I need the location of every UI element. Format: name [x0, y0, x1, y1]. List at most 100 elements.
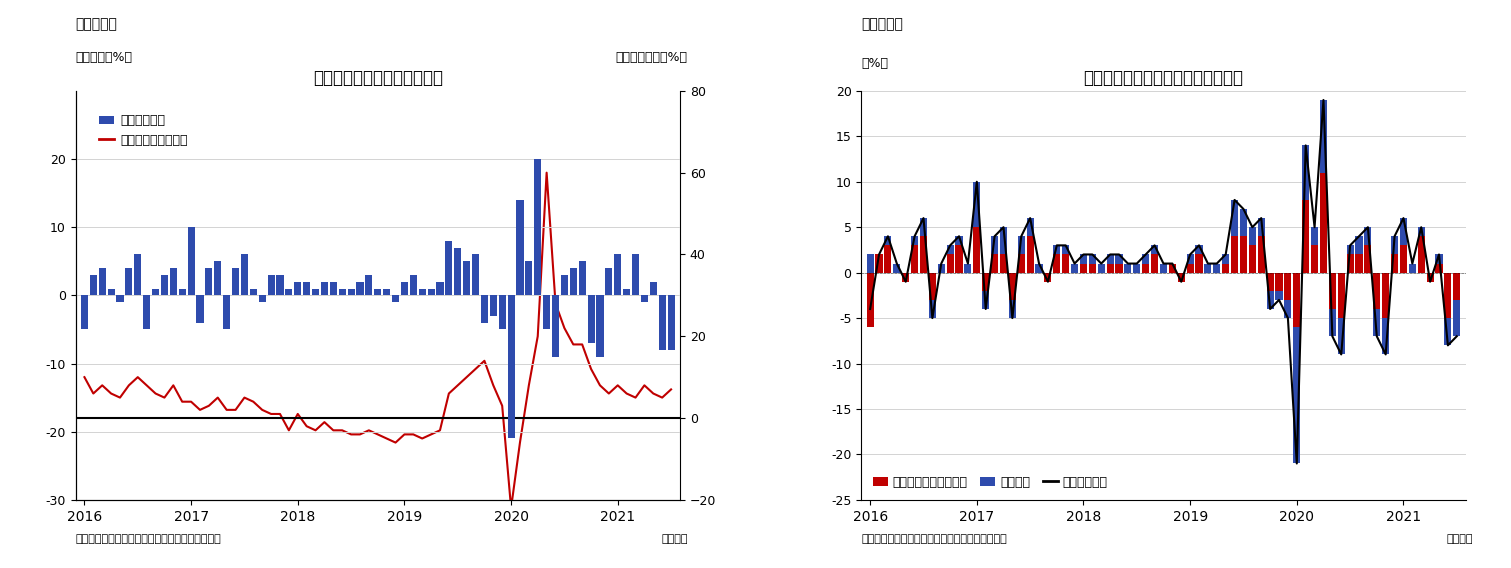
Bar [650, 282, 657, 295]
Bar [1222, 264, 1230, 273]
Bar [659, 295, 666, 350]
Bar [1337, 318, 1345, 354]
Bar [973, 227, 981, 273]
Bar [668, 295, 674, 350]
Bar [1321, 173, 1327, 273]
Bar [1195, 254, 1203, 273]
Bar [867, 273, 873, 327]
Bar [437, 282, 444, 295]
Bar [1248, 245, 1256, 273]
Bar [480, 295, 488, 323]
Bar [526, 261, 532, 295]
Text: （前月比、%）: （前月比、%） [76, 51, 133, 64]
Bar [1346, 245, 1354, 254]
Bar [1151, 245, 1157, 254]
Bar [991, 254, 999, 273]
Bar [929, 273, 935, 300]
Bar [1312, 227, 1318, 245]
Bar [964, 264, 972, 273]
Bar [490, 295, 497, 316]
Bar [311, 289, 319, 295]
Bar [1053, 254, 1061, 273]
Bar [1248, 227, 1256, 245]
Bar [875, 254, 882, 273]
Bar [1222, 254, 1230, 264]
Bar [920, 218, 928, 236]
Bar [973, 182, 981, 227]
Bar [1312, 245, 1318, 273]
Bar [884, 236, 891, 245]
Bar [1170, 264, 1176, 273]
Bar [893, 264, 901, 273]
Bar [1026, 218, 1034, 236]
Bar [1435, 254, 1443, 264]
Text: （月次）: （月次） [660, 534, 688, 544]
Bar [1151, 254, 1157, 273]
Bar [606, 268, 612, 295]
Bar [277, 275, 284, 295]
Bar [1106, 264, 1114, 273]
Bar [613, 254, 621, 295]
Bar [320, 282, 328, 295]
Bar [187, 227, 195, 295]
Bar [1115, 264, 1123, 273]
Bar [991, 236, 999, 254]
Bar [1062, 245, 1070, 254]
Bar [499, 295, 506, 329]
Bar [215, 261, 221, 295]
Bar [1160, 264, 1166, 273]
Bar [579, 261, 586, 295]
Text: （月次）: （月次） [1446, 534, 1473, 544]
Bar [1293, 327, 1301, 463]
Bar [1337, 273, 1345, 318]
Bar [89, 275, 97, 295]
Bar [982, 273, 990, 291]
Bar [1408, 264, 1416, 273]
Bar [160, 275, 168, 295]
Bar [552, 295, 559, 357]
Bar [1177, 273, 1185, 282]
Bar [938, 264, 944, 273]
Bar [632, 254, 639, 295]
Bar [357, 282, 364, 295]
Bar [1293, 273, 1301, 327]
Bar [1266, 291, 1274, 309]
Bar [1204, 264, 1212, 273]
Bar [1133, 264, 1141, 273]
Bar [1445, 318, 1452, 345]
Bar [1364, 227, 1372, 245]
Bar [1346, 254, 1354, 273]
Bar [1124, 264, 1132, 273]
Bar [338, 289, 346, 295]
Bar [1257, 218, 1265, 236]
Bar [98, 268, 106, 295]
Bar [205, 268, 213, 295]
Bar [286, 289, 293, 295]
Bar [946, 254, 953, 273]
Bar [570, 268, 577, 295]
Bar [1026, 236, 1034, 273]
Bar [1089, 254, 1095, 264]
Bar [169, 268, 177, 295]
Bar [233, 268, 239, 295]
Bar [1106, 254, 1114, 264]
Bar [1399, 218, 1407, 245]
Bar [1445, 273, 1452, 318]
Bar [1009, 300, 1015, 318]
Text: （図表６）: （図表６） [861, 17, 904, 31]
Bar [400, 282, 408, 295]
Bar [1275, 291, 1283, 300]
Bar [304, 282, 310, 295]
Bar [1328, 273, 1336, 309]
Bar [295, 282, 301, 295]
Bar [1009, 273, 1015, 300]
Bar [455, 248, 461, 295]
Bar [955, 245, 963, 273]
Bar [366, 275, 372, 295]
Text: （図表５）: （図表５） [76, 17, 118, 31]
Bar [1383, 273, 1389, 318]
Bar [588, 295, 595, 343]
Bar [428, 289, 435, 295]
Bar [1186, 264, 1194, 273]
Bar [258, 295, 266, 302]
